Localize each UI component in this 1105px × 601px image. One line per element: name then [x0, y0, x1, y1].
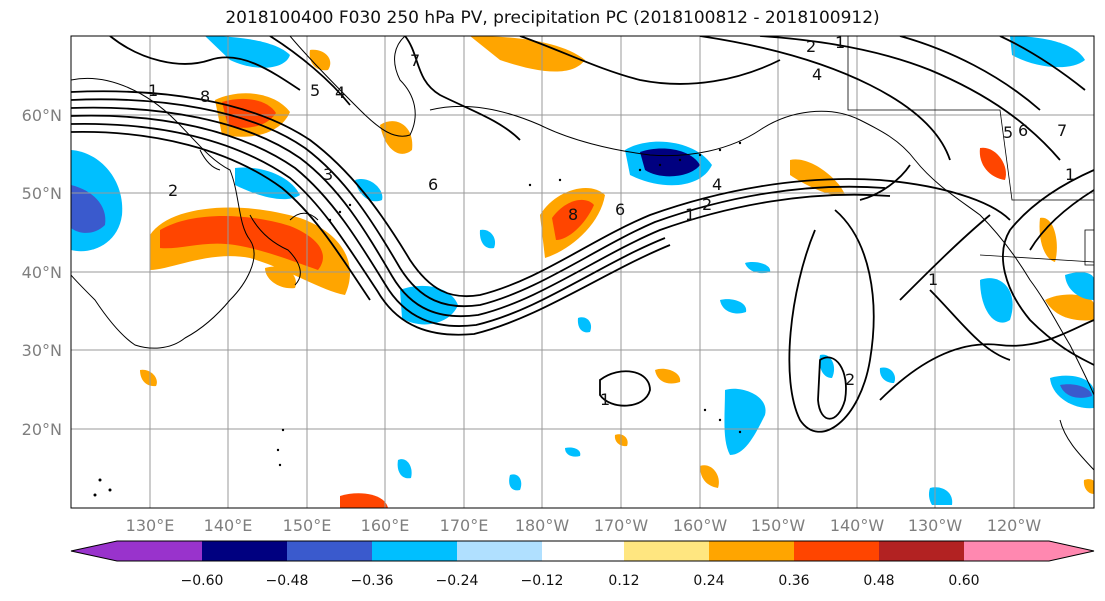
graticule — [71, 36, 1094, 508]
contour-label: 6 — [1018, 121, 1028, 140]
colorbar-seg — [202, 541, 287, 561]
lat-label: 60°N — [22, 106, 62, 125]
colorbar-seg — [624, 541, 709, 561]
contour-label: 1 — [685, 205, 695, 224]
contour-label: 2 — [845, 370, 855, 389]
lat-labels: 60°N 50°N 40°N 30°N 20°N — [22, 106, 62, 439]
contour-label: 5 — [310, 81, 320, 100]
contour-label: 4 — [712, 175, 722, 194]
lat-label: 20°N — [22, 420, 62, 439]
contour-label: 8 — [200, 87, 210, 106]
contour-label: 1 — [835, 33, 845, 52]
pv-contours — [71, 36, 1094, 433]
lon-label: 150°W — [751, 516, 806, 535]
colorbar-seg — [709, 541, 794, 561]
contour-label: 2 — [168, 181, 178, 200]
contour-label: 7 — [410, 51, 420, 70]
colorbar-seg — [457, 541, 542, 561]
colorbar-tick: 0.24 — [693, 573, 724, 589]
contour-label: 6 — [428, 175, 438, 194]
colorbar-tick: −0.36 — [351, 573, 394, 589]
contour-label: 4 — [335, 83, 345, 102]
colorbar — [70, 540, 1095, 562]
contour-label: 1 — [1065, 165, 1075, 184]
contour-label: 5 — [1003, 123, 1013, 142]
lon-label: 180°W — [515, 516, 570, 535]
colorbar-tick: 0.48 — [863, 573, 894, 589]
lon-label: 160°E — [361, 516, 410, 535]
contour-label: 8 — [568, 205, 578, 224]
contour-label: 3 — [323, 165, 333, 184]
lon-label: 120°W — [987, 516, 1042, 535]
lon-label: 170°E — [440, 516, 489, 535]
lon-labels: 130°E 140°E 150°E 160°E 170°E 180°W 170°… — [126, 516, 1042, 535]
colorbar-ticks: −0.60 −0.48 −0.36 −0.24 −0.12 0.12 0.24 … — [181, 573, 980, 589]
lon-label: 150°E — [283, 516, 332, 535]
lon-label: 170°W — [594, 516, 649, 535]
contour-label: 1 — [148, 81, 158, 100]
contour-labels: 1 2 3 4 5 6 7 8 1 2 4 6 8 1 2 4 1 1 2 1 … — [148, 33, 1075, 409]
colorbar-seg — [117, 541, 202, 561]
colorbar-seg — [542, 541, 624, 561]
contour-label: 1 — [600, 390, 610, 409]
colorbar-tick: 0.36 — [778, 573, 809, 589]
lon-label: 130°E — [126, 516, 175, 535]
contour-label: 2 — [806, 37, 816, 56]
colorbar-seg — [1049, 541, 1094, 561]
colorbar-seg — [372, 541, 457, 561]
coastlines — [71, 36, 1094, 471]
lon-label: 130°W — [908, 516, 963, 535]
lat-label: 30°N — [22, 341, 62, 360]
colorbar-seg — [71, 541, 117, 561]
colorbar-tick: −0.24 — [436, 573, 479, 589]
contour-label: 7 — [1057, 121, 1067, 140]
colorbar-seg — [879, 541, 964, 561]
colorbar-tick: −0.60 — [181, 573, 224, 589]
colorbar-tick: −0.48 — [266, 573, 309, 589]
map-title: 2018100400 F030 250 hPa PV, precipitatio… — [225, 8, 880, 28]
contour-label: 4 — [812, 65, 822, 84]
colorbar-tick: 0.60 — [948, 573, 979, 589]
lon-label: 140°E — [204, 516, 253, 535]
lon-label: 160°W — [673, 516, 728, 535]
lon-label: 140°W — [830, 516, 885, 535]
map-frame — [70, 35, 1095, 509]
borders — [847, 36, 1094, 266]
colorbar-tick: 0.12 — [608, 573, 639, 589]
contour-label: 6 — [615, 200, 625, 219]
contour-label: 2 — [702, 195, 712, 214]
colorbar-seg — [287, 541, 372, 561]
lat-label: 50°N — [22, 184, 62, 203]
colorbar-seg — [794, 541, 879, 561]
colorbar-seg — [964, 541, 1049, 561]
colorbar-tick: −0.12 — [521, 573, 564, 589]
lat-label: 40°N — [22, 263, 62, 282]
contour-label: 1 — [928, 270, 938, 289]
